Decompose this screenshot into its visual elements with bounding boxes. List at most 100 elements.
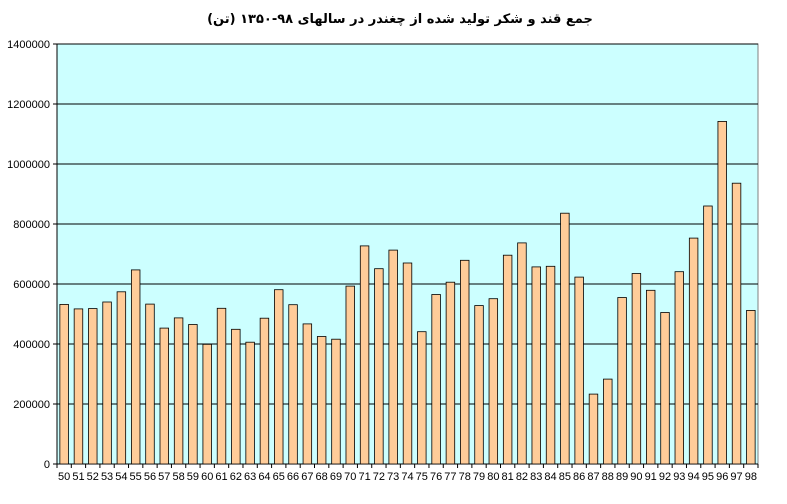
bar-97 [731,182,742,465]
x-tick-label-63: 63 [244,471,256,483]
x-tick-label-81: 81 [502,471,514,483]
x-tick-label-76: 76 [430,471,442,483]
bar-77 [445,281,456,465]
bar-50 [59,303,69,465]
y-tick-label: 1400000 [7,39,50,51]
y-tick-label: 0 [44,459,50,471]
x-tick-label-77: 77 [444,471,456,483]
x-tick-label-79: 79 [473,471,485,483]
y-tick-label: 800000 [13,219,50,231]
bar-72 [374,268,384,465]
bar-89 [617,297,627,465]
y-tick-label: 400000 [13,339,50,351]
bar-54 [116,291,127,465]
bar-92 [660,312,670,465]
bar-55 [130,269,141,465]
x-tick-label-75: 75 [416,471,428,483]
chart-title: جمع قند و شکر تولید شده از چغندر در ساله… [207,12,593,27]
bar-57 [159,327,169,465]
x-tick-label-82: 82 [516,471,528,483]
bar-66 [288,304,298,465]
bar-70 [345,285,355,465]
bar-90 [631,273,642,465]
bar-79 [474,305,484,465]
x-tick-label-53: 53 [101,471,113,483]
x-tick-label-74: 74 [401,471,413,483]
bar-86 [574,276,584,465]
bar-80 [488,298,499,465]
x-tick-label-66: 66 [287,471,299,483]
x-tick-label-57: 57 [158,471,170,483]
x-tick-label-87: 87 [587,471,599,483]
bar-67 [302,323,313,465]
bar-75 [417,331,427,465]
bar-82 [517,242,527,465]
bar-94 [688,237,699,465]
x-tick-label-67: 67 [301,471,313,483]
x-tick-label-80: 80 [487,471,499,483]
bar-78 [460,259,470,465]
bar-88 [603,378,613,465]
x-tick-label-58: 58 [172,471,184,483]
bar-91 [646,289,656,465]
x-tick-label-91: 91 [645,471,657,483]
bar-69 [331,338,341,465]
x-tick-label-54: 54 [115,471,127,483]
bar-60 [202,343,212,465]
x-tick-label-93: 93 [673,471,685,483]
x-tick-label-51: 51 [72,471,84,483]
x-tick-label-59: 59 [187,471,199,483]
bar-85 [560,212,570,465]
bar-71 [359,245,370,465]
x-tick-label-55: 55 [130,471,142,483]
x-tick-label-78: 78 [459,471,471,483]
x-tick-label-73: 73 [387,471,399,483]
bar-51 [73,308,84,465]
bar-63 [245,341,255,465]
x-tick-label-61: 61 [215,471,227,483]
x-tick-label-64: 64 [258,471,270,483]
x-tick-label-52: 52 [87,471,99,483]
bar-64 [259,317,270,465]
x-tick-label-92: 92 [659,471,671,483]
x-tick-label-98: 98 [745,471,757,483]
bar-58 [173,317,184,465]
bar-65 [274,289,284,465]
y-tick-label: 200000 [13,399,50,411]
x-tick-label-69: 69 [330,471,342,483]
x-tick-label-68: 68 [316,471,328,483]
x-tick-label-62: 62 [230,471,242,483]
x-tick-label-70: 70 [344,471,356,483]
x-tick-label-72: 72 [373,471,385,483]
plot-area: 0 200000 400000 600000 800000 1000000 1200000 1… [7,39,759,483]
x-tick-label-84: 84 [544,471,556,483]
bar-56 [145,303,155,465]
x-tick-label-65: 65 [273,471,285,483]
y-tick-label: 1200000 [7,99,50,111]
x-tick-label-94: 94 [687,471,699,483]
x-tick-label-96: 96 [716,471,728,483]
y-tick-label: 1000000 [7,159,50,171]
bar-83 [531,266,541,465]
x-tick-label-60: 60 [201,471,213,483]
bar-62 [231,328,241,465]
bar-59 [188,324,198,465]
x-tick-label-71: 71 [358,471,370,483]
bar-84 [545,265,556,465]
x-tick-label-86: 86 [573,471,585,483]
bar-76 [431,294,441,465]
bar-93 [674,271,685,465]
bar-95 [703,205,713,465]
bar-53 [102,301,112,465]
bar-73 [388,249,398,465]
bar-87 [588,393,599,465]
x-tick-label-90: 90 [630,471,642,483]
x-tick-label-88: 88 [602,471,614,483]
x-tick-label-50: 50 [58,471,70,483]
x-tick-label-89: 89 [616,471,628,483]
bar-96 [717,121,727,465]
bar-81 [502,254,513,465]
x-tick-label-85: 85 [559,471,571,483]
